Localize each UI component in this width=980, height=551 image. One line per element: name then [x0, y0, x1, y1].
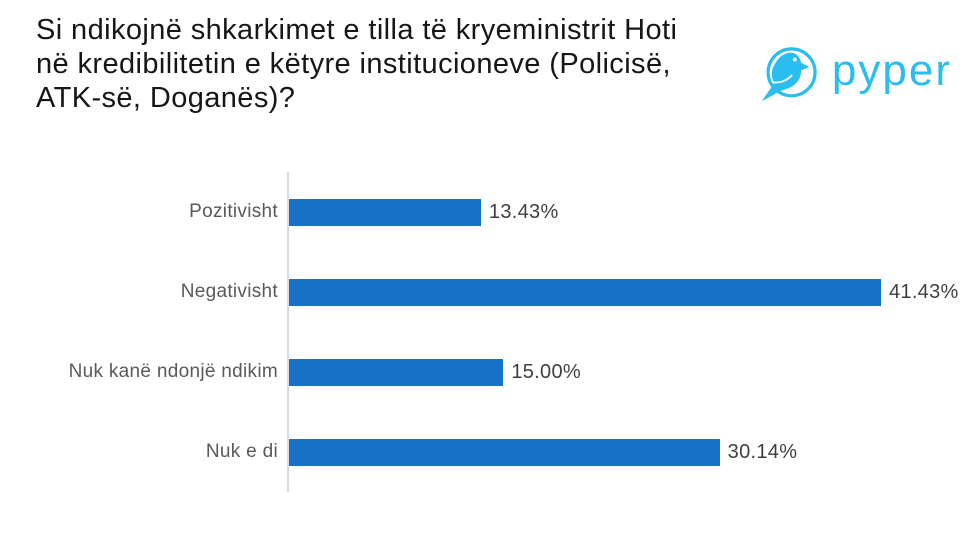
category-label: Pozitivisht	[189, 201, 278, 222]
category-label: Negativisht	[180, 281, 278, 302]
title-line-2: në kredibilitetin e këtyre institucionev…	[36, 48, 671, 80]
bar-chart: Pozitivisht 13.43% Negativisht 41.43% Nuk ka…	[69, 172, 958, 492]
chart-row: Nuk kanë ndonjë ndikim 15.00%	[69, 332, 932, 412]
value-label: 30.14%	[727, 440, 798, 463]
chart-row: Nuk e di 30.14%	[206, 412, 932, 492]
chart-rows: Pozitivisht 13.43% Negativisht 41.43% Nuk ka…	[69, 172, 958, 492]
logo-wordmark: pyper	[831, 46, 952, 95]
bird-in-circle-icon	[761, 47, 817, 102]
value-label: 13.43%	[488, 200, 559, 223]
bar-2	[289, 278, 881, 306]
title-line-1: Si ndikojnë shkarkimet e tilla të kryemi…	[36, 14, 678, 46]
bar-3	[289, 358, 504, 386]
value-label: 15.00%	[511, 360, 581, 383]
category-label: Nuk kanë ndonjë ndikim	[68, 361, 278, 382]
category-label: Nuk e di	[205, 441, 278, 462]
pyper-logo: pyper	[758, 42, 952, 108]
value-label: 41.43%	[888, 280, 959, 303]
chart-row: Negativisht 41.43%	[181, 252, 958, 332]
bar-4	[289, 438, 720, 466]
page-title: Si ndikojnë shkarkimet e tilla të kryemi…	[36, 13, 776, 115]
bar-1	[289, 198, 481, 226]
title-line-3: ATK-së, Doganës)?	[36, 82, 296, 114]
chart-row: Pozitivisht 13.43%	[189, 172, 932, 252]
